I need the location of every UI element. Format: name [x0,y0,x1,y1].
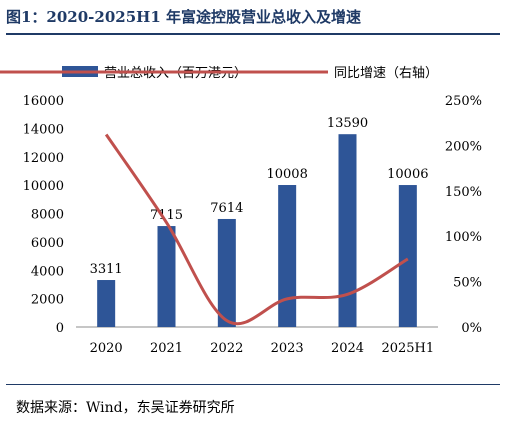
x-tick-2025H1: 2025H1 [381,341,434,356]
y-left-tick-0: 0 [56,321,64,336]
chart-title: 图1：2020-2025H1 年富途控股营业总收入及增速 [6,8,361,26]
legend-label-growth: 同比增速（右轴） [334,66,438,81]
bar-label-2024: 13590 [327,116,368,131]
bar-2024 [338,134,357,327]
bar-label-2022: 7614 [210,201,243,216]
bar-label-2023: 10008 [266,167,307,182]
bar-2023 [278,185,297,327]
bar-2022 [217,218,236,327]
growth-line-group [104,133,409,326]
bar-label-2020: 3311 [90,262,123,277]
y-left-tick-10000: 10000 [23,179,64,194]
bar-2020 [97,280,116,327]
tick-labels: 0 2000 4000 6000 8000 10000 12000 14000 16000 0% 5… [23,94,482,356]
source-note: 数据来源：Wind，东吴证券研究所 [16,400,235,416]
growth-line [104,133,409,326]
y-right-tick-250%: 250% [445,94,482,109]
y-left-tick-16000: 16000 [23,94,64,109]
x-tick-2023: 2023 [271,341,304,356]
y-left-tick-8000: 8000 [31,208,64,223]
y-right-tick-200%: 200% [445,139,482,154]
y-left-tick-2000: 2000 [31,293,64,308]
y-right-tick-0%: 0% [461,321,482,336]
y-left-tick-12000: 12000 [23,151,64,166]
y-left-tick-4000: 4000 [31,264,64,279]
legend: 营业总收入（百万港元） 同比增速（右轴） [0,66,438,81]
y-right-tick-50%: 50% [453,276,482,291]
bar-label-2025H1: 10006 [387,167,428,182]
x-tick-2020: 2020 [90,341,123,356]
y-right-tick-100%: 100% [445,230,482,245]
x-tick-2022: 2022 [210,341,243,356]
x-tick-2024: 2024 [331,341,364,356]
bar-2025H1 [398,185,417,327]
x-tick-2021: 2021 [150,341,183,356]
title-rule [6,33,500,35]
bars [97,134,417,327]
footer-rule [6,384,500,385]
y-right-tick-150%: 150% [445,185,482,200]
y-left-tick-14000: 14000 [23,122,64,137]
bar-2021 [157,226,176,327]
y-left-tick-6000: 6000 [31,236,64,251]
